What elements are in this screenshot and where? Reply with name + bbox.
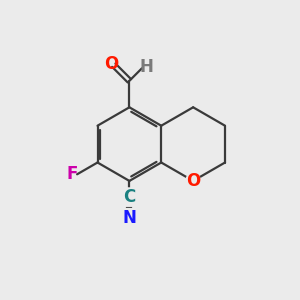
Text: F: F	[66, 165, 77, 183]
Circle shape	[186, 174, 200, 188]
Text: N: N	[122, 209, 136, 227]
Text: C: C	[123, 188, 136, 206]
Text: O: O	[104, 55, 118, 73]
Text: H: H	[140, 58, 153, 76]
Text: O: O	[186, 172, 200, 190]
